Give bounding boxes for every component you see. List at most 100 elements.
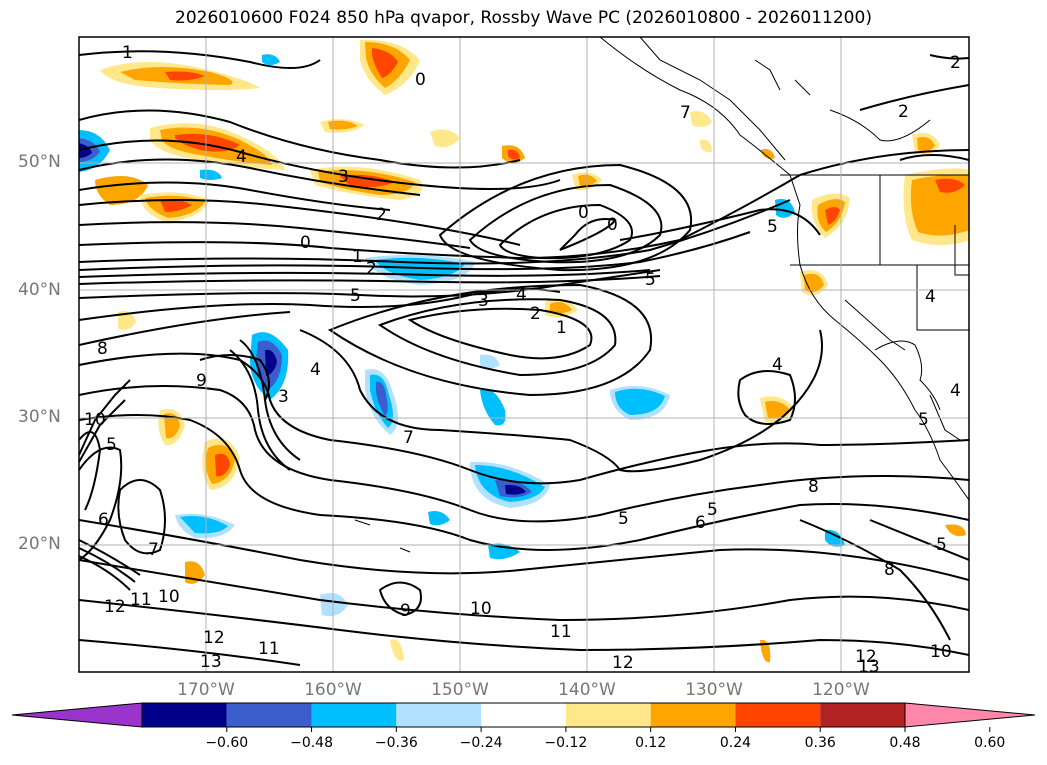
colorbar-tick-label: 0.12 (635, 735, 667, 751)
positive-anomaly-blob (917, 137, 935, 152)
lat-label-40n: 40°N (18, 280, 61, 300)
contour-label: 4 (236, 147, 247, 167)
contour-label: 3 (478, 291, 489, 311)
positive-anomaly-blob (164, 413, 180, 439)
contour-label: 5 (645, 270, 656, 290)
contour-line (869, 519, 969, 561)
negative-anomaly-blob (825, 529, 845, 547)
colorbar-tick-label: −0.24 (459, 735, 503, 751)
colorbar-tick-label: 0.36 (804, 735, 836, 751)
contour-label: 10 (158, 587, 180, 607)
contour-label-layer: 1 0 2 2 4 3 2 0 0 0 1 2 4 3 2 1 5 5 5 4 … (84, 43, 961, 677)
contour-line (619, 208, 821, 241)
contour-label: 5 (618, 509, 629, 529)
coastline (354, 519, 371, 526)
colorbar-tick-label: −0.12 (544, 735, 588, 751)
contour-label: 6 (695, 513, 706, 533)
positive-anomaly-blob (372, 48, 398, 78)
positive-anomaly-blob (945, 524, 966, 537)
contour-line (79, 231, 751, 271)
positive-anomaly-blob (690, 111, 712, 127)
contour-label: 4 (310, 360, 321, 380)
contour-line (117, 479, 166, 555)
chart-title: 2026010600 F024 850 hPa qvapor, Rossby W… (175, 8, 872, 28)
contour-line (79, 414, 969, 551)
colorbar-tick-label: 0.24 (719, 735, 752, 751)
coastline-layer (354, 37, 969, 553)
contour-label: 0 (415, 70, 426, 90)
negative-anomaly-blob (320, 592, 348, 617)
contour-label: 0 (578, 203, 589, 223)
positive-anomaly-blob (165, 71, 205, 81)
contour-line (79, 352, 969, 485)
coastline (399, 547, 411, 553)
negative-anomaly-blob (376, 381, 388, 416)
contour-label: 11 (258, 639, 280, 659)
contour-label: 10 (470, 599, 492, 619)
contour-line (79, 599, 969, 656)
contour-label: 10 (930, 642, 952, 662)
contour-label: 3 (338, 167, 349, 187)
contour-line (199, 354, 270, 401)
contour-label: 5 (936, 535, 947, 555)
positive-anomaly-blob (760, 149, 775, 159)
contour-label: 0 (300, 233, 311, 253)
contour-label: 8 (97, 339, 108, 359)
contour-label: 13 (858, 657, 880, 677)
coastline (874, 340, 941, 411)
colorbar-segment (565, 703, 651, 727)
contour-line (559, 218, 617, 251)
contour-label: 4 (950, 381, 961, 401)
contour-label: 5 (918, 410, 929, 430)
coastline (794, 79, 811, 96)
contour-line (79, 50, 321, 70)
contour-label: 10 (84, 410, 106, 430)
contour-label: 2 (950, 53, 961, 73)
contour-label: 7 (403, 428, 414, 448)
lon-label-130w: 130°W (685, 680, 743, 700)
contour-line (79, 139, 561, 190)
contour-label: 5 (707, 500, 718, 520)
negative-anomaly-blob (480, 354, 500, 369)
border-line (916, 265, 969, 331)
colorbar-tick-label: 0.60 (974, 735, 1006, 751)
contour-line (79, 181, 391, 211)
contour-line (79, 431, 102, 511)
lon-label-150w: 150°W (431, 680, 489, 700)
contour-line (327, 283, 653, 397)
contour-label: 2 (376, 205, 387, 225)
contour-label: 12 (612, 653, 634, 673)
positive-anomaly-blob (328, 120, 358, 130)
positive-anomaly-blob (340, 174, 395, 188)
contour-line (79, 385, 969, 523)
colorbar-frame (141, 702, 906, 728)
contour-label: 12 (203, 628, 225, 648)
gridline-layer (79, 37, 969, 672)
map-frame (78, 36, 970, 673)
contour-line (79, 559, 969, 622)
contour-line (79, 311, 291, 346)
contour-label: 1 (556, 318, 567, 338)
map-field: 1 0 2 2 4 3 2 0 0 0 1 2 4 3 2 1 5 5 5 4 … (79, 37, 969, 677)
positive-anomaly-blob (700, 139, 712, 153)
contour-line (79, 379, 131, 456)
contour-label: 0 (607, 215, 618, 235)
contour-label: 5 (106, 435, 117, 455)
colorbar (11, 702, 1036, 732)
contour-line (79, 519, 969, 581)
contour-layer (79, 50, 969, 666)
contour-line (79, 547, 136, 583)
contour-label: 5 (767, 217, 778, 237)
contour-line (799, 519, 951, 641)
contour-line (79, 269, 661, 299)
negative-anomaly-blob (262, 54, 280, 65)
contour-line (79, 269, 651, 278)
contour-label: 8 (808, 477, 819, 497)
colorbar-tick-label: −0.48 (290, 735, 333, 751)
contour-label: 9 (400, 601, 411, 621)
contour-label: 11 (550, 622, 572, 642)
lon-label-140w: 140°W (558, 680, 616, 700)
colorbar-segment (311, 703, 397, 727)
colorbar-segment (226, 703, 312, 727)
